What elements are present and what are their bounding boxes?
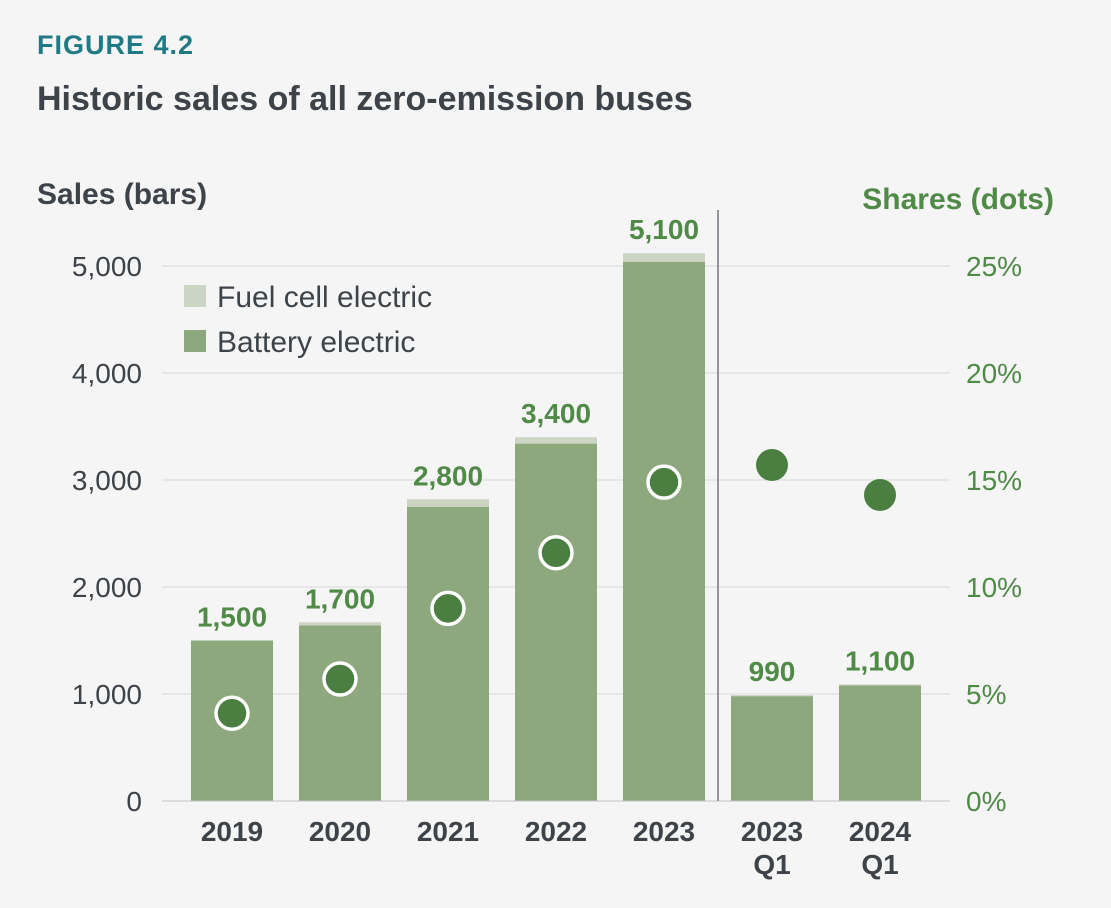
bar-battery-electric: [623, 261, 705, 802]
bar-total-label: 1,700: [305, 583, 375, 614]
y-tick-label-right: 15%: [966, 465, 1022, 496]
bar-fuel-cell-electric: [623, 253, 705, 262]
bar-total-label: 3,400: [521, 398, 591, 429]
chart-title: Historic sales of all zero-emission buse…: [37, 80, 693, 118]
share-dot: [538, 535, 574, 571]
right-axis-title: Shares (dots): [862, 183, 1054, 216]
bar-fuel-cell-electric: [299, 622, 381, 626]
figure-label: FIGURE 4.2: [37, 30, 195, 60]
bar-total-label: 990: [749, 656, 796, 687]
y-tick-label-right: 25%: [966, 251, 1022, 282]
legend-label: Fuel cell electric: [217, 281, 432, 314]
bar-battery-electric: [839, 685, 921, 801]
bar-fuel-cell-electric: [839, 684, 921, 686]
y-tick-label-right: 20%: [966, 358, 1022, 389]
y-tick-label-left: 4,000: [72, 358, 142, 389]
share-dot: [430, 590, 466, 627]
bar-total-label: 1,500: [197, 602, 267, 633]
bar-total-label: 1,100: [845, 645, 915, 676]
bar-total-label: 2,800: [413, 460, 483, 491]
x-tick-label: Q1: [753, 849, 790, 880]
share-dot: [756, 449, 788, 482]
x-tick-label: Q1: [861, 849, 898, 880]
bar-battery-electric: [407, 506, 489, 801]
y-tick-label-left: 1,000: [72, 679, 142, 710]
legend-swatch: [184, 330, 206, 352]
share-dot: [214, 695, 250, 732]
y-tick-label-left: 0: [126, 786, 142, 817]
bar-fuel-cell-electric: [731, 695, 813, 697]
y-tick-label-right: 0%: [966, 786, 1006, 817]
bar-battery-electric: [515, 443, 597, 801]
share-dot: [322, 661, 358, 697]
bar-fuel-cell-electric: [407, 499, 489, 507]
x-tick-label: 2020: [309, 816, 371, 847]
legend-label: Battery electric: [217, 326, 415, 359]
x-tick-label: 2024: [849, 816, 912, 847]
bar-battery-electric: [299, 625, 381, 801]
y-tick-label-right: 10%: [966, 572, 1022, 603]
bar-total-label: 5,100: [629, 214, 699, 245]
x-tick-label: 2023: [741, 816, 803, 847]
y-tick-label-left: 3,000: [72, 465, 142, 496]
bar-fuel-cell-electric: [515, 437, 597, 444]
y-tick-label-right: 5%: [966, 679, 1006, 710]
x-tick-label: 2021: [417, 816, 479, 847]
x-tick-label: 2022: [525, 816, 587, 847]
bar-battery-electric: [731, 696, 813, 801]
share-dot: [864, 478, 896, 511]
legend-swatch: [184, 285, 206, 307]
x-tick-label: 2019: [201, 816, 263, 847]
y-tick-label-left: 2,000: [72, 572, 142, 603]
share-dot: [646, 464, 682, 500]
left-axis-title: Sales (bars): [37, 178, 208, 211]
y-tick-label-left: 5,000: [72, 251, 142, 282]
x-tick-label: 2023: [633, 816, 695, 847]
